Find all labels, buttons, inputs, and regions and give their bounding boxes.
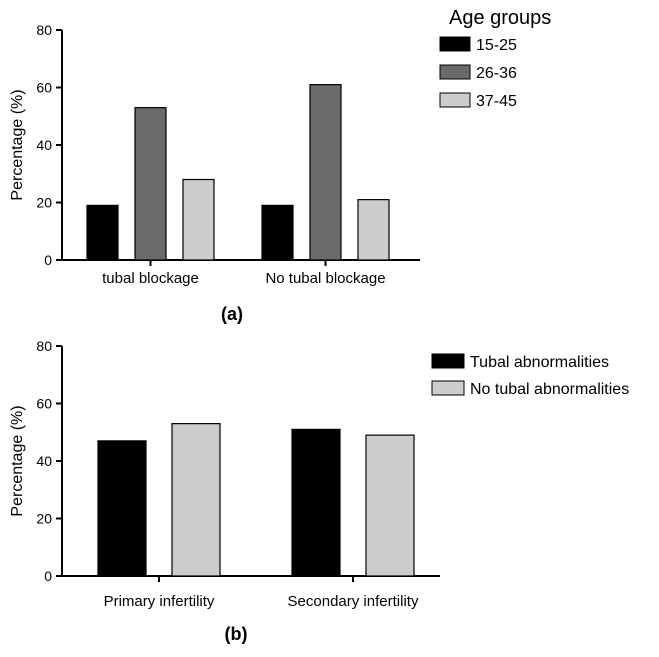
bar-15-25-2: [261, 204, 294, 261]
y-tick-label: 0: [44, 568, 52, 584]
y-axis-title: Percentage (%): [9, 89, 26, 200]
legend-swatch: [439, 36, 471, 52]
y-tick-label: 80: [36, 22, 52, 38]
y-tick-label: 40: [36, 137, 52, 153]
legend-swatch: [439, 92, 471, 108]
y-tick-label: 80: [36, 338, 52, 354]
legend-title: Age groups: [449, 7, 551, 29]
category-label: tubal blockage: [102, 270, 199, 287]
category-label: Primary infertility: [104, 593, 215, 610]
y-tick-label: 60: [36, 80, 52, 96]
y-tick-label: 60: [36, 396, 52, 412]
legend-label: 37-45: [476, 93, 517, 110]
y-tick-label: 0: [44, 252, 52, 268]
legend-label: 26-36: [476, 65, 517, 82]
bar-26-36-2: [309, 84, 342, 261]
bar-37-45-2: [357, 199, 390, 261]
y-tick-label: 40: [36, 453, 52, 469]
legend-label: Tubal abnormalities: [470, 354, 609, 371]
bar-37-45-1: [182, 178, 215, 261]
panel-label: (a): [221, 304, 243, 324]
legend-swatch: [431, 380, 465, 396]
bar-tubal-abnormalities-1: [97, 440, 147, 577]
bar-26-36-1: [134, 107, 167, 261]
y-tick-label: 20: [36, 195, 52, 211]
chart-panel-a: 0 20 40 60 80 Percentage (%) tubal blockage No …: [9, 7, 551, 324]
bar-no-tubal-abnormalities-2: [365, 434, 415, 577]
legend-swatch: [439, 64, 471, 80]
chart-panel-b: 0 20 40 60 80 Percentage (%) Primary infertili…: [9, 338, 629, 644]
bar-tubal-abnormalities-2: [291, 428, 341, 577]
legend-label: 15-25: [476, 37, 517, 54]
y-tick-label: 20: [36, 511, 52, 527]
category-label: Secondary infertility: [288, 593, 419, 610]
legend-swatch: [431, 353, 465, 369]
legend-label: No tubal abnormalities: [470, 381, 629, 398]
bar-no-tubal-abnormalities-1: [171, 423, 221, 577]
panel-label: (b): [225, 624, 248, 644]
y-axis-title: Percentage (%): [9, 405, 26, 516]
category-label: No tubal blockage: [265, 270, 385, 287]
bar-15-25-1: [86, 204, 119, 261]
